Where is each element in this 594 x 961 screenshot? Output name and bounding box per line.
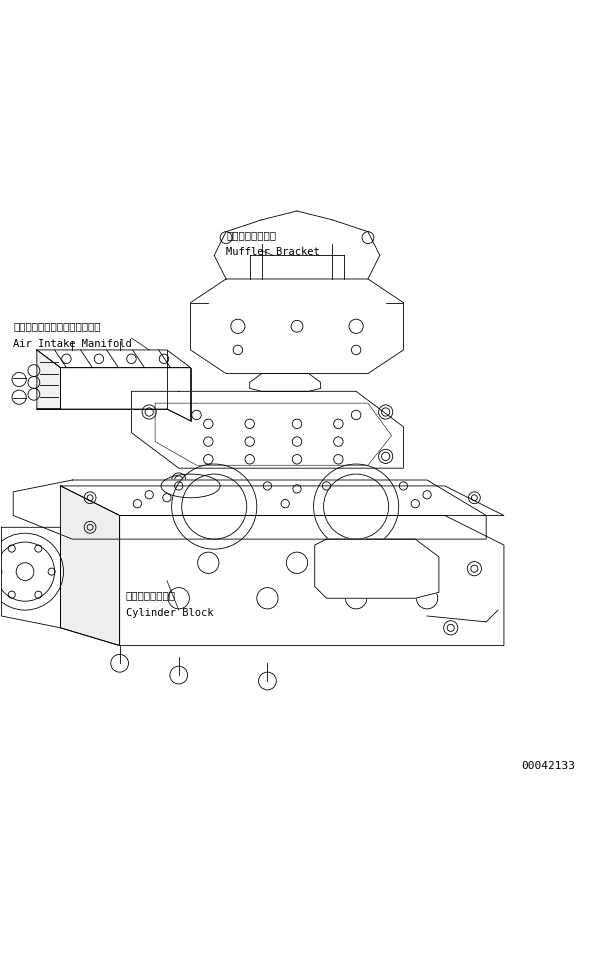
Polygon shape xyxy=(13,480,486,539)
Text: Muffler Bracket: Muffler Bracket xyxy=(226,247,320,258)
Polygon shape xyxy=(1,528,61,628)
Polygon shape xyxy=(131,392,403,469)
Text: シリンダブロック: シリンダブロック xyxy=(125,590,176,600)
Polygon shape xyxy=(37,351,191,368)
Text: Cylinder Block: Cylinder Block xyxy=(125,607,213,618)
Polygon shape xyxy=(61,486,119,646)
Polygon shape xyxy=(119,516,504,646)
Polygon shape xyxy=(249,374,321,392)
Text: Air Intake Manifold: Air Intake Manifold xyxy=(13,339,132,349)
Polygon shape xyxy=(191,280,403,374)
Text: エアーインテークマニホールド: エアーインテークマニホールド xyxy=(13,321,101,332)
Text: マフラブラケット: マフラブラケット xyxy=(226,230,276,239)
Polygon shape xyxy=(61,486,504,516)
Polygon shape xyxy=(315,539,439,599)
Text: 00042133: 00042133 xyxy=(521,760,575,770)
Polygon shape xyxy=(37,368,191,422)
Polygon shape xyxy=(37,351,61,409)
